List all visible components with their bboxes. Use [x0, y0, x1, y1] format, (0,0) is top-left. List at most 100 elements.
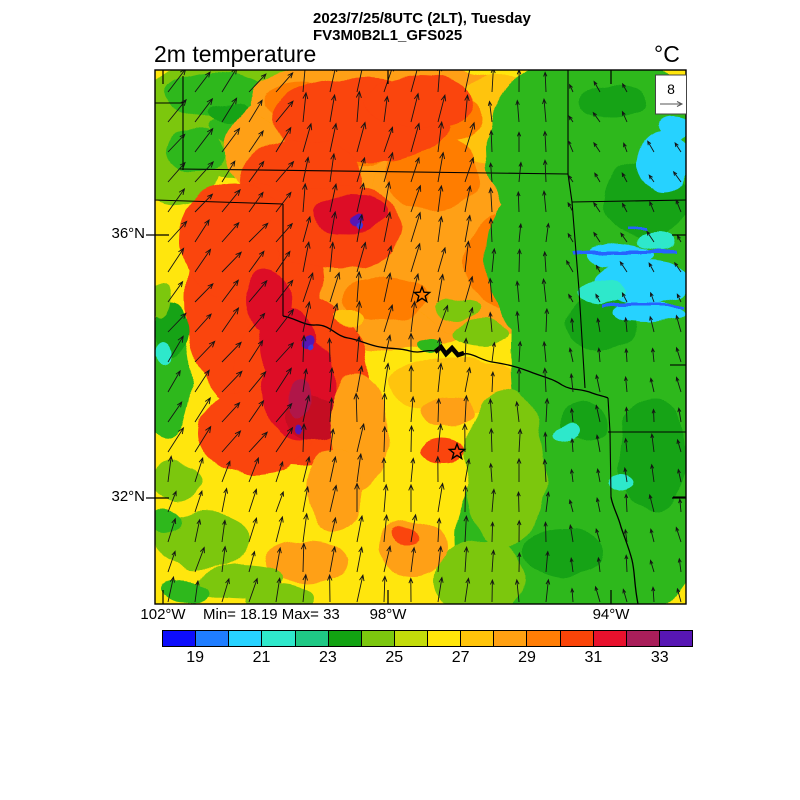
wind-arrow — [356, 452, 363, 483]
wind-arrow — [167, 70, 186, 93]
wind-arrow — [622, 588, 628, 603]
wind-arrow — [383, 95, 390, 123]
wind-arrow — [518, 161, 523, 183]
colorbar-cell — [659, 631, 692, 646]
wind-arrow — [545, 578, 551, 603]
wind-arrow — [275, 402, 293, 423]
wind-arrow — [595, 264, 601, 273]
wind-arrow — [464, 70, 471, 93]
wind-arrow — [649, 291, 655, 303]
wind-arrow — [356, 335, 362, 363]
wind-arrow — [194, 489, 203, 513]
wind-arrow — [275, 72, 294, 93]
wind-arrow — [437, 94, 447, 123]
wind-arrow — [248, 99, 263, 123]
wind-arrow — [675, 199, 682, 213]
wind-arrow — [674, 142, 682, 153]
wind-arrow — [568, 524, 574, 543]
wind-arrow — [248, 550, 256, 573]
colorbar-cell — [527, 631, 561, 646]
red-river — [282, 315, 609, 399]
wind-arrow — [248, 73, 267, 93]
wind-arrow — [488, 277, 493, 303]
wind-arrow — [356, 213, 364, 243]
wind-arrow — [517, 248, 522, 273]
colorbar-tick-label: 33 — [650, 649, 669, 666]
wind-arrow — [275, 191, 292, 213]
wind-arrow — [275, 250, 291, 273]
wind-arrow — [594, 585, 601, 603]
wind-arrow — [275, 490, 284, 513]
wind-arrow — [302, 368, 308, 393]
wind-arrow — [488, 398, 494, 423]
wind-arrow — [649, 200, 655, 213]
wind-arrow — [410, 513, 418, 543]
wind-arrow — [488, 311, 493, 333]
temperature-field — [155, 70, 686, 604]
wind-arrow — [648, 493, 655, 513]
wind-arrow — [624, 406, 629, 423]
colorbar-tick-label: 29 — [518, 649, 536, 666]
wind-arrow — [650, 463, 655, 483]
wind-arrow — [516, 70, 522, 93]
wind-arrow — [619, 260, 628, 273]
wind-arrow — [329, 122, 338, 153]
wind-arrow — [592, 111, 601, 123]
wind-arrow — [167, 98, 187, 123]
wind-arrow — [593, 201, 601, 213]
wind-arrow — [517, 340, 523, 363]
colorbar-tick-label: 21 — [252, 649, 271, 666]
wind-arrow — [221, 127, 241, 153]
wind-arrow — [356, 121, 367, 153]
colorbar-cell — [394, 631, 428, 646]
wind-arrow — [221, 251, 243, 273]
wind-arrow — [464, 94, 470, 123]
wind-arrow — [167, 161, 186, 183]
wind-arrow — [194, 282, 214, 303]
wind-arrow — [356, 156, 366, 183]
wind-arrow — [275, 279, 294, 303]
wind-arrow — [463, 546, 469, 573]
wind-arrow — [464, 214, 472, 243]
wind-arrow — [301, 422, 307, 453]
wind-arrow — [275, 100, 294, 123]
wind-arrow — [675, 526, 682, 543]
wind-arrow — [542, 367, 548, 393]
wind-arrow — [329, 302, 339, 333]
wind-arrow — [302, 573, 308, 603]
colorbar-cell — [461, 631, 495, 646]
wind-arrow — [410, 184, 422, 213]
wind-arrow — [621, 202, 628, 213]
wind-arrow — [194, 313, 212, 333]
wind-arrow — [221, 307, 240, 333]
wind-arrow — [491, 341, 496, 363]
wind-arrow — [489, 129, 494, 153]
wind-arrow — [194, 248, 212, 273]
wind-arrow — [167, 280, 184, 303]
wind-arrow — [596, 556, 601, 573]
wind-arrow — [515, 310, 520, 333]
wind-arrow — [624, 554, 629, 573]
wind-arrow — [248, 279, 268, 303]
figure-title-block: 2023/7/25/8UTC (2LT), Tuesday FV3M0B2L1_G… — [313, 10, 531, 44]
wind-arrow — [595, 434, 601, 453]
wind-arrow — [543, 71, 548, 93]
wind-arrow — [516, 131, 522, 152]
wind-arrow — [542, 190, 547, 213]
wind-arrow — [464, 457, 471, 483]
wind-arrow — [221, 460, 231, 483]
wind-arrow — [329, 241, 336, 273]
wind-arrow — [569, 468, 574, 483]
colorbar-tick-label: 31 — [584, 649, 603, 666]
wind-arrow — [275, 546, 282, 573]
wind-arrow — [436, 70, 443, 93]
wind-arrow — [437, 545, 443, 573]
wind-arrow — [462, 484, 469, 513]
wind-arrow — [356, 70, 363, 93]
wind-arrow — [464, 121, 476, 153]
wind-arrow — [302, 271, 314, 303]
wind-arrow — [329, 427, 335, 453]
wind-arrow — [463, 394, 469, 423]
wind-arrow — [593, 80, 601, 93]
wind-arrow — [302, 156, 310, 183]
